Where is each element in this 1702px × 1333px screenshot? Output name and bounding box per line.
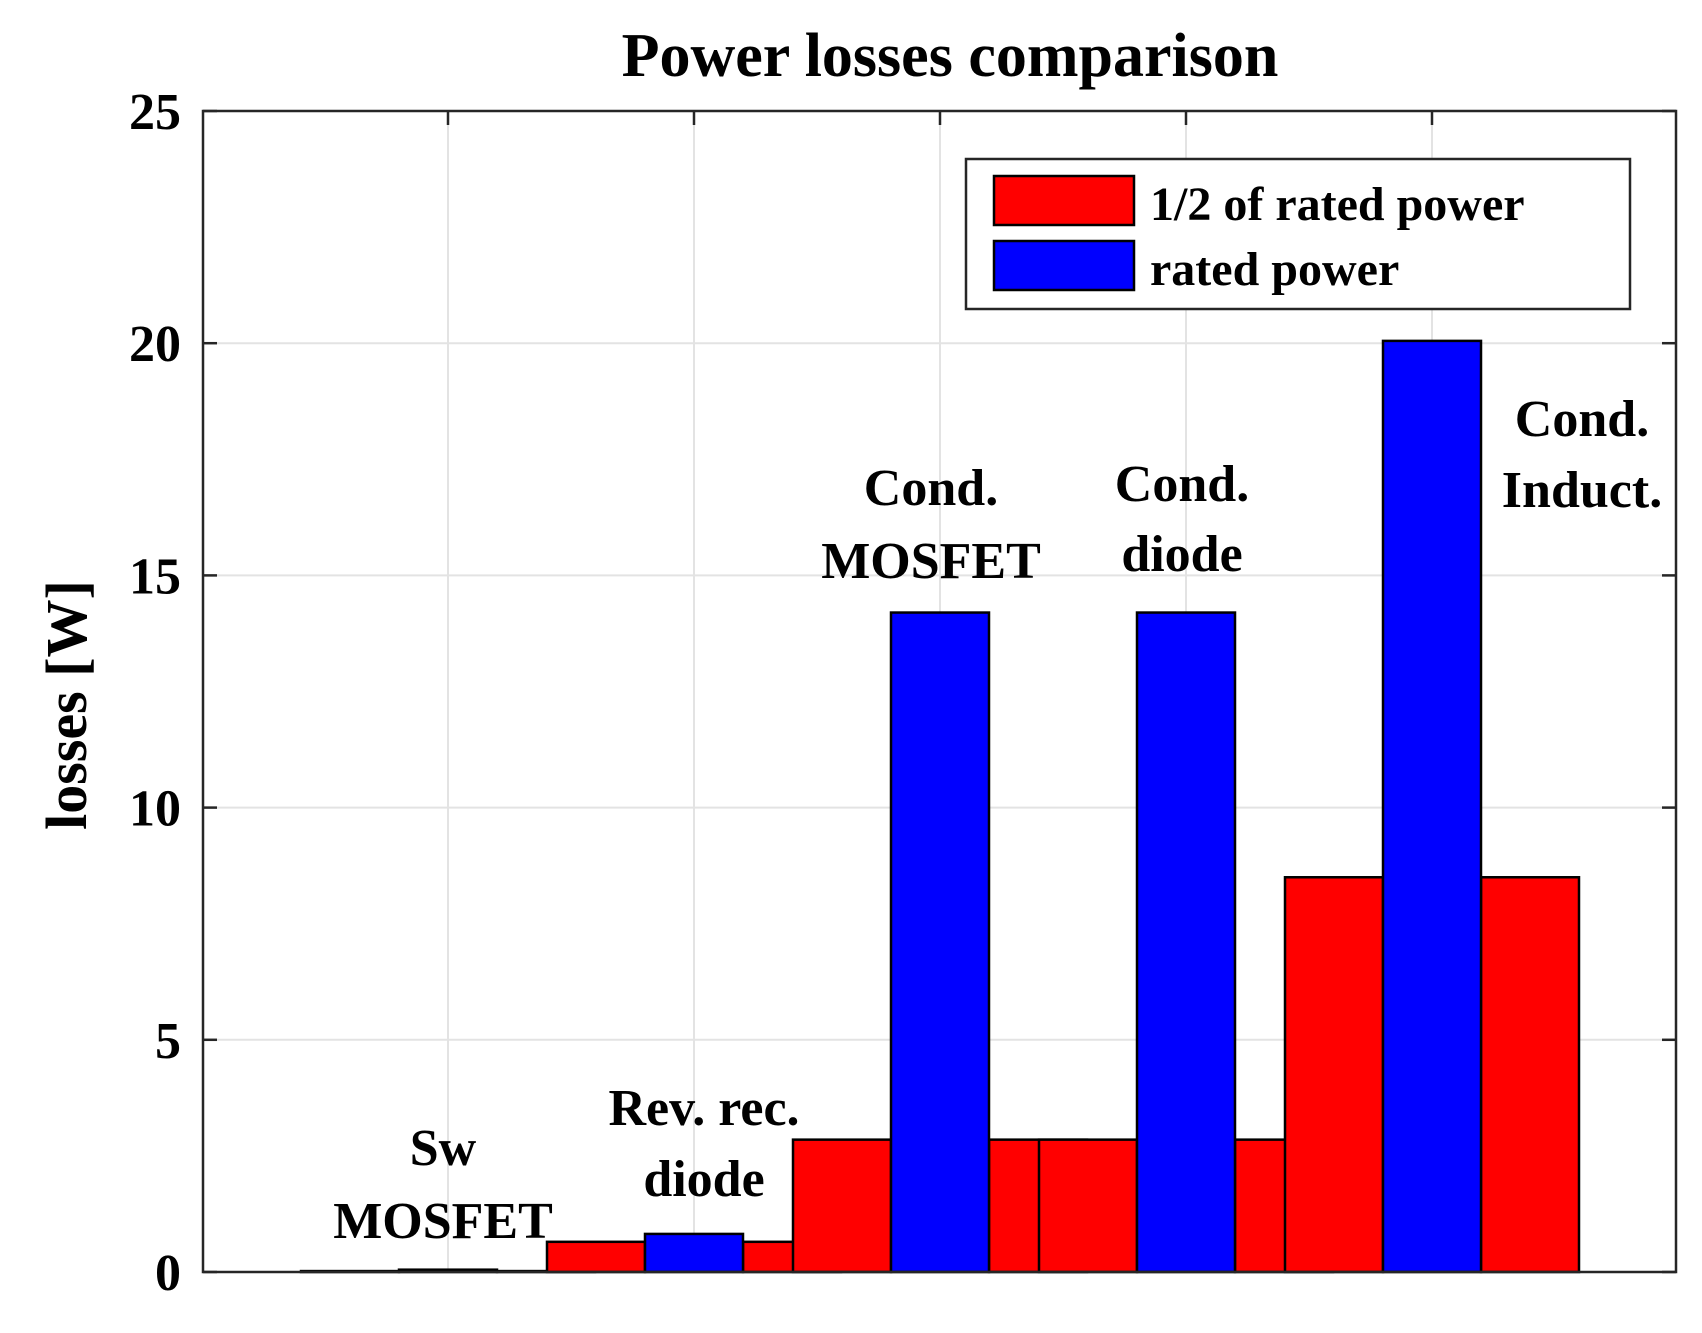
bar-rated: [643, 1232, 745, 1274]
y-tick-label: 5: [155, 1013, 181, 1070]
category-annotation-line-1: Sw: [410, 1120, 477, 1177]
y-tick-label: 25: [129, 84, 181, 141]
legend-label-rated: rated power: [1150, 243, 1399, 296]
legend-swatch-half-rated: [992, 174, 1136, 227]
bar-rated: [1135, 611, 1237, 1274]
category-annotation: Cond. diode: [1115, 456, 1249, 583]
legend: 1/2 of rated power rated power: [964, 157, 1632, 311]
y-tick-label: 20: [129, 316, 181, 373]
category-annotation-line-1: Rev. rec.: [608, 1080, 799, 1137]
annotation-layer: Sw MOSFET Rev. rec. diode Cond. MOSFET Cond. di…: [333, 391, 1662, 1250]
y-tick-label: 15: [129, 548, 181, 605]
category-annotation-line-2: Induct.: [1502, 462, 1662, 519]
bar-rated: [1381, 339, 1483, 1274]
bar-layer: [299, 339, 1581, 1274]
bar-half-rated-right: [1479, 876, 1581, 1274]
category-annotation: Cond. Induct.: [1502, 391, 1662, 519]
category-annotation-line-1: Cond.: [864, 460, 998, 517]
y-tick-label: 10: [129, 781, 181, 838]
category-annotation: Rev. rec. diode: [608, 1080, 799, 1208]
category-annotation: Sw MOSFET: [333, 1120, 553, 1250]
legend-swatch-rated: [992, 239, 1136, 292]
category-annotation-line-2: MOSFET: [333, 1193, 553, 1250]
bar-half-rated-left: [545, 1240, 647, 1274]
category-annotation: Cond. MOSFET: [821, 460, 1041, 590]
bar-half-rated-left: [1037, 1138, 1139, 1274]
category-annotation-line-2: diode: [1121, 526, 1242, 583]
bar-half-rated-left: [1283, 876, 1385, 1274]
category-annotation-line-2: diode: [643, 1151, 764, 1208]
y-tick-layer: 0 5 10 15 20 25: [129, 84, 1676, 1302]
legend-label-half-rated: 1/2 of rated power: [1150, 178, 1525, 231]
category-annotation-line-1: Cond.: [1515, 391, 1649, 448]
category-annotation-line-1: Cond.: [1115, 456, 1249, 513]
chart-title: Power losses comparison: [622, 22, 1279, 90]
y-axis-label: losses [W]: [34, 580, 99, 830]
category-annotation-line-2: MOSFET: [821, 533, 1041, 590]
bar-rated: [889, 611, 991, 1274]
y-tick-label: 0: [155, 1245, 181, 1302]
bar-half-rated-left: [791, 1138, 893, 1274]
